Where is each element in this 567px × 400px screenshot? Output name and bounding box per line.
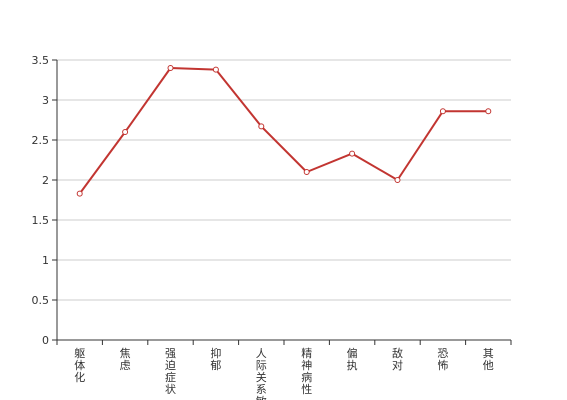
x-category-label: 偏执 — [347, 346, 358, 372]
y-tick-label: 3.5 — [32, 54, 50, 67]
x-category-label: 恐怖 — [437, 347, 448, 372]
y-tick-label: 3 — [42, 94, 49, 107]
x-category-label: 强迫症状 — [165, 347, 176, 396]
data-point[interactable] — [258, 123, 265, 130]
data-series — [76, 65, 492, 197]
data-point[interactable] — [122, 129, 129, 135]
data-point[interactable] — [439, 108, 446, 115]
x-tick-labels: 躯体化 焦虑 强迫症状 抑郁 人际关系敏感 精神病性 偏执 敌对 恐怖 其他 — [74, 346, 494, 400]
y-tick-label: 1 — [42, 254, 49, 267]
data-point[interactable] — [349, 150, 356, 157]
data-point[interactable] — [76, 190, 83, 197]
x-category-label: 人际关系敏感 — [256, 347, 267, 400]
x-category-label: 其他 — [483, 347, 494, 372]
y-tick-label: 0.5 — [32, 294, 50, 307]
data-point[interactable] — [485, 108, 492, 115]
y-tick-label: 0 — [42, 334, 49, 347]
grid-lines — [57, 59, 511, 301]
x-category-label: 躯体化 — [74, 347, 85, 384]
data-point[interactable] — [303, 169, 310, 175]
y-tick-label: 2.5 — [32, 134, 50, 147]
x-category-label: 焦虑 — [120, 347, 131, 372]
y-tick-label: 1.5 — [32, 214, 50, 227]
data-point[interactable] — [212, 66, 219, 73]
series-line — [78, 67, 489, 195]
y-tick-label: 2 — [42, 174, 49, 187]
x-category-label: 敌对 — [392, 346, 403, 372]
data-point[interactable] — [394, 177, 401, 183]
data-point[interactable] — [167, 65, 174, 71]
axes — [52, 59, 512, 345]
x-category-label: 精神病性 — [301, 347, 312, 396]
x-category-label: 抑郁 — [210, 346, 221, 372]
y-tick-labels: 0 0.5 1 1.5 2 2.5 3 3.5 — [32, 54, 50, 347]
